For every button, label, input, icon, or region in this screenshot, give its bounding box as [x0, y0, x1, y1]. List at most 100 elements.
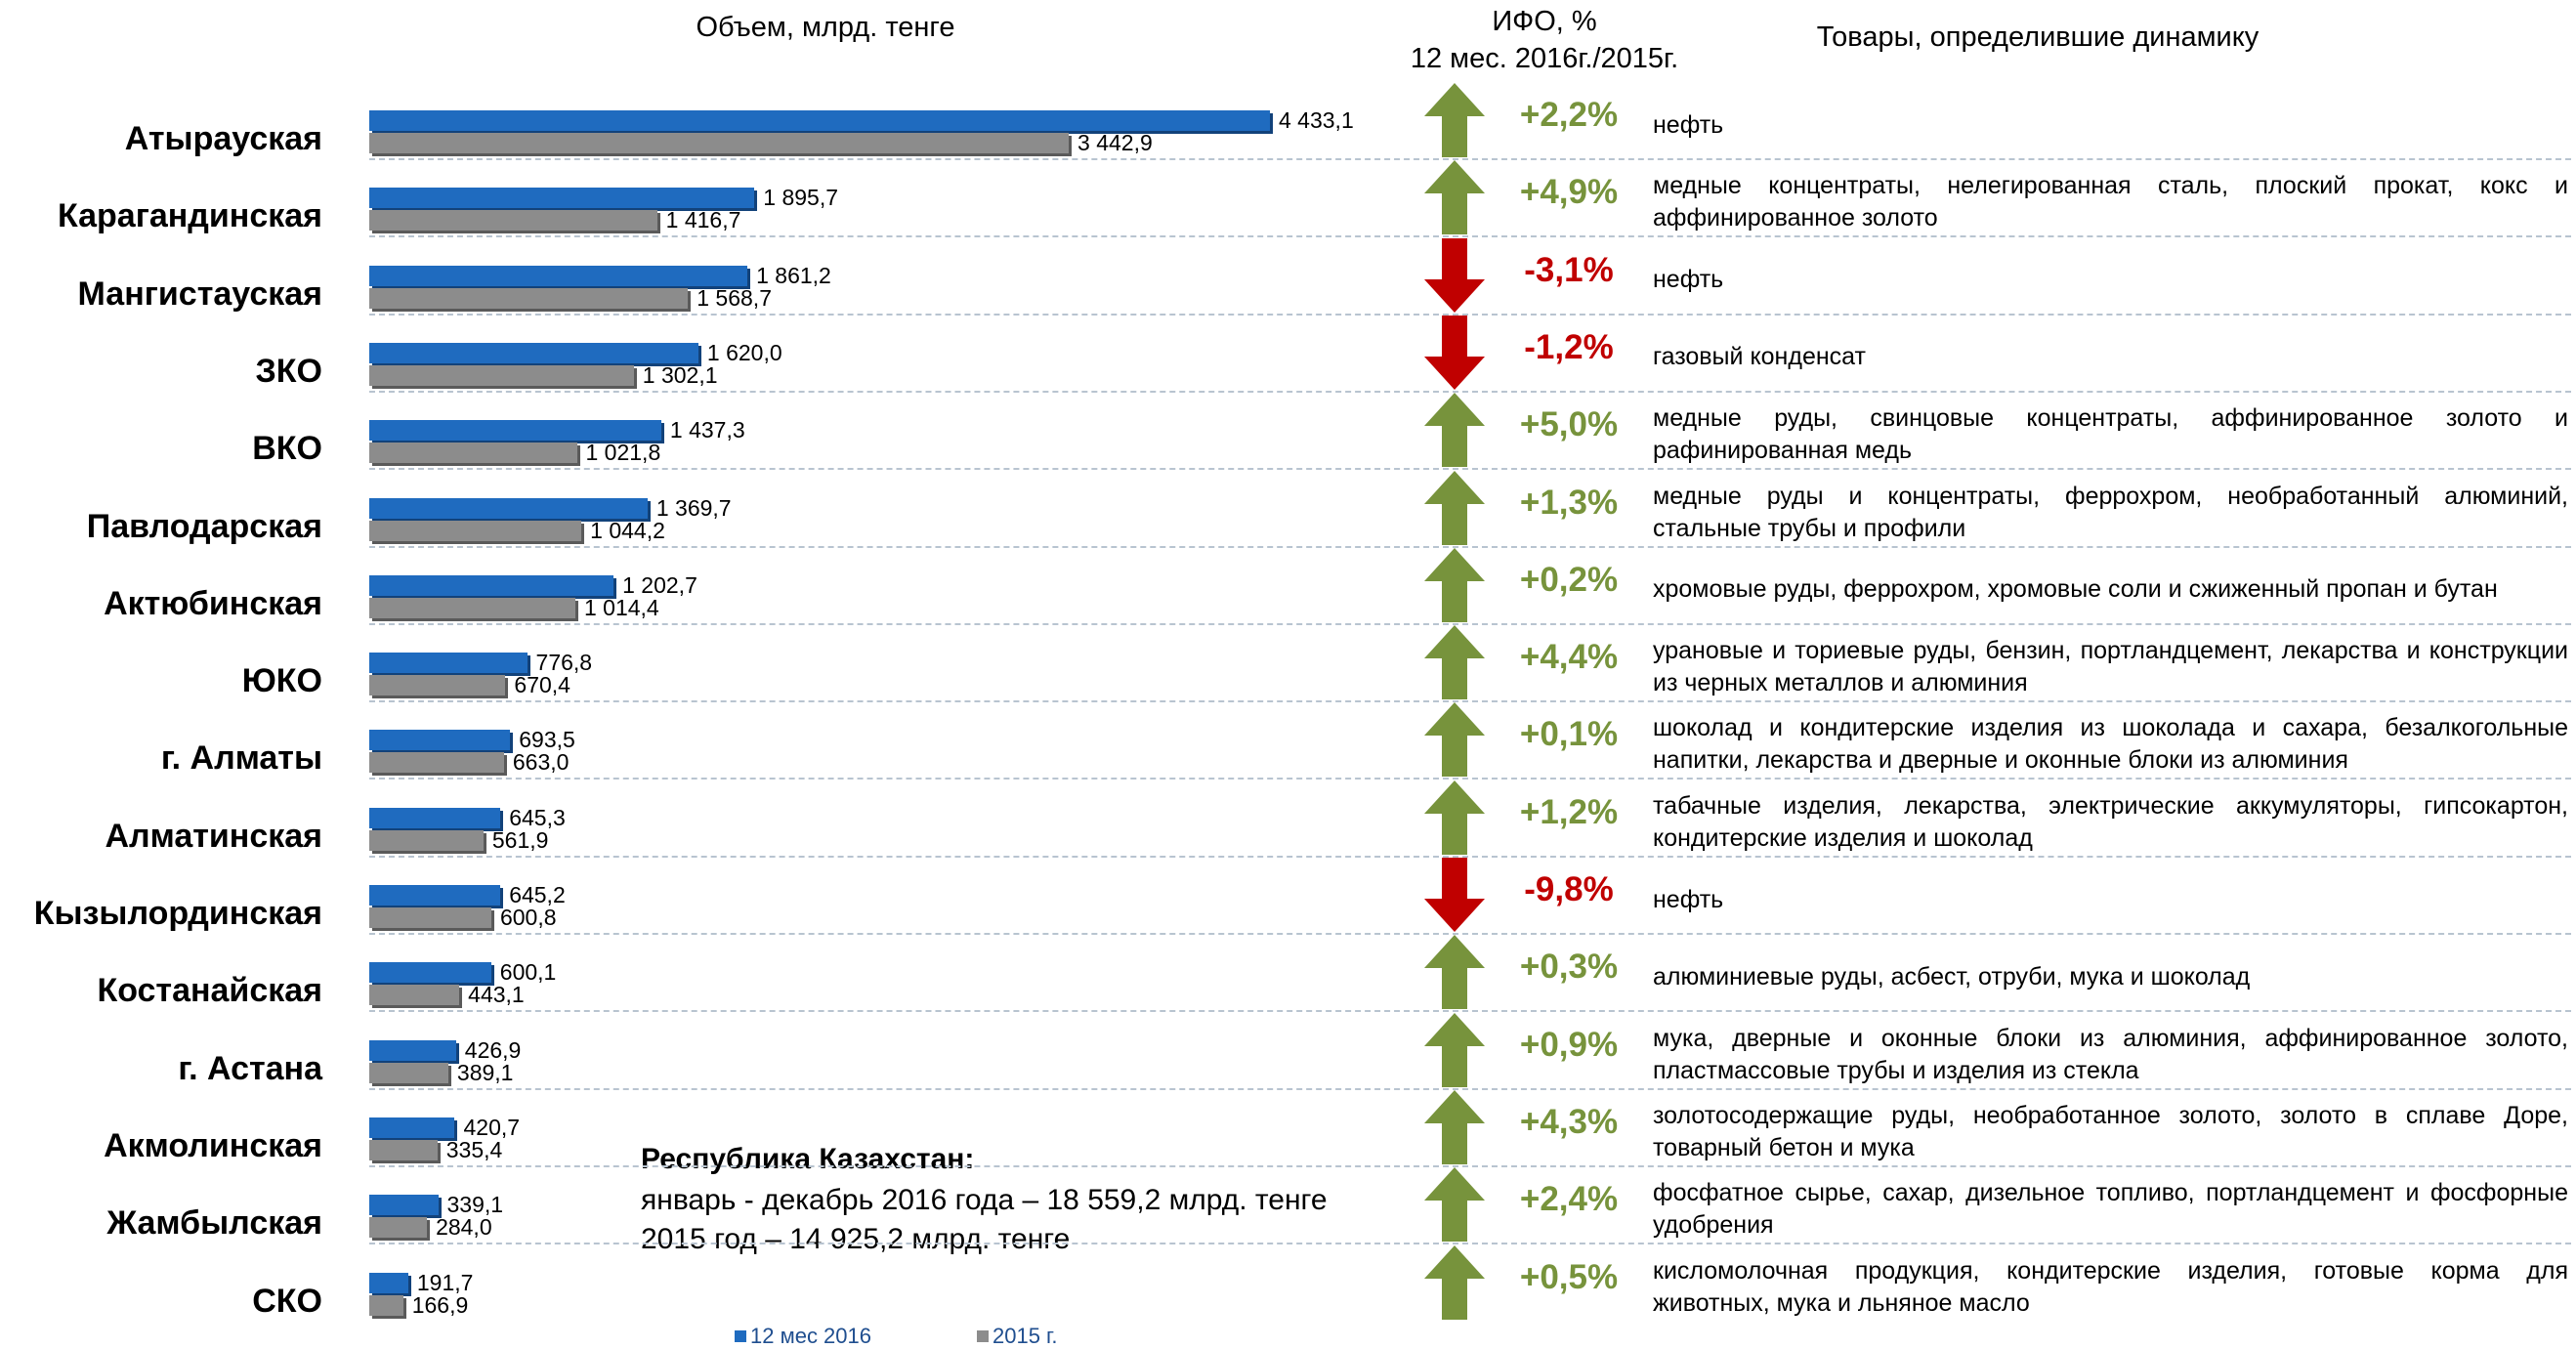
ifo-arrow-icon [1424, 1012, 1485, 1087]
value-label: 1 568,7 [697, 284, 772, 311]
value-label: 1 437,3 [669, 417, 745, 443]
value-label: 335,4 [445, 1136, 503, 1162]
summary-line: 2015 год – 14 925,2 млрд. тенге [641, 1223, 1071, 1255]
ifo-label: -3,1% [1524, 250, 1614, 289]
ifo-arrow-icon [1424, 237, 1485, 313]
ifo-arrow-icon [1424, 83, 1485, 157]
ifo-arrow [1424, 547, 1485, 622]
legend-swatch [977, 1330, 989, 1342]
region-label: Мангистауская [77, 274, 322, 313]
value-label: 693,5 [519, 727, 575, 753]
goods-item: алюминиевые руды, асбест, отруби, мука и… [1653, 962, 2251, 991]
goods-item: газовый конденсат [1653, 343, 1866, 371]
ifo-label: +4,4% [1519, 638, 1619, 677]
value-label: 1 895,7 [763, 185, 839, 211]
ifo-label: +1,3% [1519, 483, 1619, 522]
ifo-arrow [1424, 1244, 1485, 1320]
bar [369, 1195, 439, 1216]
goods-item: нефть [1653, 885, 1724, 913]
value-label: 600,1 [499, 959, 557, 986]
region-label: Атырауская [124, 120, 322, 157]
goods-text: урановые и ториевые руды, бензин, портла… [1653, 635, 2568, 699]
bar [369, 1039, 456, 1061]
ifo-arrow [1424, 237, 1485, 313]
goods-text: фосфатное сырье, сахар, дизельное топлив… [1653, 1177, 2568, 1242]
goods-item: мука, дверные и оконные блоки из алюмини… [1653, 1024, 2568, 1084]
goods-item: фосфатное сырье, сахар, дизельное топлив… [1653, 1179, 2568, 1240]
value-label: 1 369,7 [655, 494, 732, 521]
bar [369, 287, 689, 309]
legend-swatch [735, 1330, 746, 1342]
value-label: 426,9 [464, 1036, 522, 1063]
region-label: СКО [252, 1282, 322, 1320]
row-separator [369, 468, 2571, 471]
ifo-arrow [1424, 780, 1485, 855]
ifo-arrow [1424, 393, 1485, 468]
goods-text: медные руды, свинцовые концентраты, аффи… [1653, 402, 2568, 467]
region-label: ВКО [252, 430, 322, 468]
bar [369, 265, 748, 286]
row-separator [369, 1087, 2571, 1090]
bar [369, 675, 506, 696]
row-separator [369, 158, 2571, 160]
value-label: 645,2 [509, 882, 566, 907]
goods-text: золотосодержащие руды, необработанное зо… [1653, 1100, 2568, 1164]
ifo-label: +4,3% [1519, 1102, 1619, 1141]
volume-header: Объем, млрд. тенге [696, 12, 955, 43]
ifo-label: +0,5% [1519, 1257, 1619, 1296]
goods-text: медные концентраты, нелегированная сталь… [1653, 170, 2568, 234]
region-label: ЮКО [241, 662, 322, 700]
goods-text: табачные изделия, лекарства, электрическ… [1653, 790, 2568, 855]
value-label: 663,0 [512, 749, 570, 776]
value-label: 284,0 [436, 1214, 492, 1241]
bar [369, 829, 484, 851]
row-separator [369, 545, 2571, 548]
value-label: 1 861,2 [756, 262, 831, 288]
value-label: 420,7 [463, 1114, 521, 1140]
bar [369, 597, 575, 618]
region-label: Кызылординская [33, 895, 322, 932]
goods-item: урановые и ториевые руды, бензин, портла… [1653, 637, 2568, 697]
bar [369, 1062, 448, 1083]
bar [369, 110, 1270, 131]
row-separator [369, 933, 2571, 935]
ifo-label: +0,9% [1519, 1025, 1619, 1064]
legend-label: 2015 г. [992, 1324, 1058, 1348]
value-label: 389,1 [456, 1059, 514, 1085]
ifo-arrow [1424, 858, 1485, 932]
goods-item: шоколад и кондитерские изделия из шокола… [1653, 714, 2568, 775]
ifo-arrow-icon [1424, 702, 1485, 778]
goods-item: золотосодержащие руды, необработанное зо… [1653, 1101, 2568, 1161]
goods-item: медные концентраты, нелегированная сталь… [1653, 172, 2568, 232]
bar [369, 210, 657, 232]
bar [369, 1117, 455, 1138]
value-label: 166,9 [411, 1291, 469, 1318]
goods-header: Товары, определившие динамику [1816, 21, 2259, 53]
ifo-arrow-icon [1424, 625, 1485, 700]
ifo-header: ИФО, % [1492, 6, 1597, 37]
ifo-label: -9,8% [1524, 870, 1614, 908]
row-separator [369, 235, 2571, 238]
ifo-arrow [1424, 1167, 1485, 1243]
row-separator [369, 1243, 2571, 1245]
goods-text: кисломолочная продукция, кондитерские из… [1653, 1255, 2568, 1320]
value-label: 1 302,1 [642, 361, 718, 388]
bar [369, 188, 755, 209]
summary-line: январь - декабрь 2016 года – 18 559,2 мл… [641, 1184, 1328, 1216]
region-label: Жамбылская [106, 1204, 322, 1243]
ifo-arrow-icon [1424, 1244, 1485, 1320]
row-separator [369, 622, 2571, 625]
bar [369, 1139, 438, 1160]
region-label: Костанайская [97, 972, 322, 1010]
ifo-label: +2,2% [1519, 96, 1619, 134]
goods-text: алюминиевые руды, асбест, отруби, мука и… [1653, 945, 2568, 1009]
row-separator [369, 390, 2571, 393]
bar [369, 574, 614, 596]
region-label: Павлодарская [86, 507, 322, 545]
region-label: Алматинская [105, 817, 322, 855]
legend-label: 12 мес 2016 [750, 1324, 871, 1348]
value-label: 1 044,2 [590, 517, 665, 543]
value-label: 645,3 [509, 804, 566, 830]
value-label: 1 620,0 [706, 339, 782, 365]
